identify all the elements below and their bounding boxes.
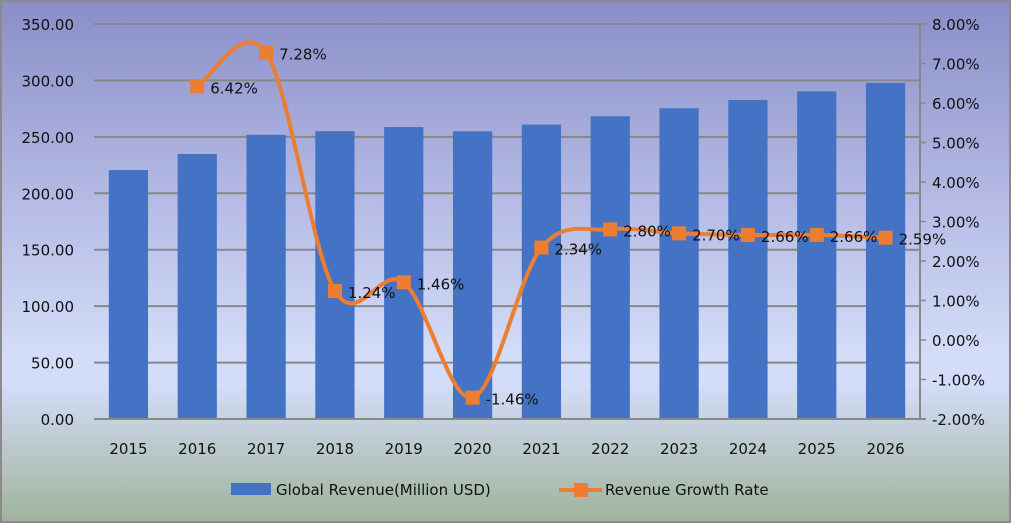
growth-marker-2024 bbox=[740, 227, 755, 242]
growth-marker-2017 bbox=[259, 45, 274, 60]
growth-data-label: 7.28% bbox=[279, 45, 327, 63]
x-tick-label: 2022 bbox=[591, 440, 629, 458]
y-right-tick-label: -1.00% bbox=[932, 372, 985, 390]
x-tick-label: 2024 bbox=[729, 440, 767, 458]
bar-2020 bbox=[452, 131, 493, 419]
growth-data-label: -1.46% bbox=[486, 391, 539, 409]
y-right-tick-label: 2.00% bbox=[932, 253, 980, 271]
legend: Global Revenue(Million USD) Revenue Grow… bbox=[231, 481, 769, 499]
growth-data-label: 2.80% bbox=[623, 222, 671, 240]
revenue-bars bbox=[108, 82, 906, 420]
x-tick-label: 2026 bbox=[866, 440, 904, 458]
bar-2018 bbox=[315, 131, 355, 419]
y-left-tick-label: 200.00 bbox=[22, 185, 75, 203]
growth-marker-2021 bbox=[534, 240, 549, 255]
data-labels: 6.42% 7.28% 1.24% 1.46% -1.46% 2.34% 2.80% 2.70… bbox=[210, 45, 946, 408]
y-right-tick-label: 4.00% bbox=[932, 174, 980, 192]
growth-data-label: 2.66% bbox=[830, 228, 878, 246]
growth-data-label: 2.66% bbox=[761, 228, 809, 246]
y-right-tick-label: 6.00% bbox=[932, 95, 980, 113]
y-left-tick-label: 100.00 bbox=[22, 298, 75, 316]
bar-2019 bbox=[384, 127, 424, 419]
growth-data-label: 2.70% bbox=[692, 226, 740, 244]
growth-line bbox=[190, 40, 893, 405]
x-tick-label: 2015 bbox=[109, 440, 147, 458]
x-tick-label: 2023 bbox=[660, 440, 698, 458]
bar-2017 bbox=[246, 134, 286, 419]
x-tick-label: 2018 bbox=[316, 440, 354, 458]
growth-marker-2020 bbox=[465, 390, 480, 405]
y-right-tick-label: 8.00% bbox=[932, 16, 980, 34]
x-tick-label: 2016 bbox=[178, 440, 216, 458]
y-right-tick-label: 5.00% bbox=[932, 135, 980, 153]
y-right-tick-label: 3.00% bbox=[932, 214, 980, 232]
y-left-tick-label: 150.00 bbox=[22, 242, 75, 260]
y-right-tick-label: 0.00% bbox=[932, 332, 980, 350]
x-tick-label: 2025 bbox=[798, 440, 836, 458]
bar-2022 bbox=[590, 116, 630, 420]
y-left-tick-label: 250.00 bbox=[22, 129, 75, 147]
legend-swatch-revenue bbox=[231, 483, 271, 495]
y-left-tick-label: 50.00 bbox=[31, 355, 74, 373]
growth-marker-2023 bbox=[672, 226, 687, 241]
y-right-tick-label: 7.00% bbox=[932, 56, 980, 74]
growth-data-label: 1.46% bbox=[417, 275, 465, 293]
bar-2025 bbox=[797, 91, 837, 419]
legend-marker-growth bbox=[574, 483, 588, 497]
legend-label-growth: Revenue Growth Rate bbox=[605, 481, 769, 499]
y-right-tick-label: -2.00% bbox=[932, 411, 985, 429]
bar-2026 bbox=[865, 82, 906, 419]
y-left-tick-label: 0.00 bbox=[41, 411, 74, 429]
growth-marker-2022 bbox=[603, 222, 618, 237]
growth-marker-2016 bbox=[190, 79, 205, 94]
y-left-tick-label: 350.00 bbox=[22, 16, 75, 34]
growth-data-label: 6.42% bbox=[210, 79, 258, 97]
x-tick-label: 2019 bbox=[385, 440, 423, 458]
growth-marker-2018 bbox=[327, 284, 342, 299]
growth-marker-2025 bbox=[809, 227, 824, 242]
growth-marker-2026 bbox=[878, 230, 893, 245]
y-left-tick-label: 300.00 bbox=[22, 72, 75, 90]
x-tick-label: 2021 bbox=[522, 440, 560, 458]
growth-data-label: 2.34% bbox=[554, 241, 602, 259]
x-tick-label: 2020 bbox=[453, 440, 491, 458]
growth-marker-2019 bbox=[396, 275, 411, 290]
bar-2023 bbox=[659, 108, 699, 419]
bar-2024 bbox=[728, 99, 768, 420]
bar-2016 bbox=[177, 154, 217, 420]
gridlines bbox=[94, 23, 920, 364]
growth-data-label: 1.24% bbox=[348, 284, 396, 302]
legend-label-revenue: Global Revenue(Million USD) bbox=[276, 481, 491, 499]
x-tick-label: 2017 bbox=[247, 440, 285, 458]
growth-data-label: 2.59% bbox=[899, 231, 947, 249]
bar-2015 bbox=[108, 170, 149, 419]
axes: 0.00 50.00 100.00 150.00 200.00 250.00 300.00 3… bbox=[22, 16, 986, 458]
y-right-tick-label: 1.00% bbox=[932, 293, 980, 311]
